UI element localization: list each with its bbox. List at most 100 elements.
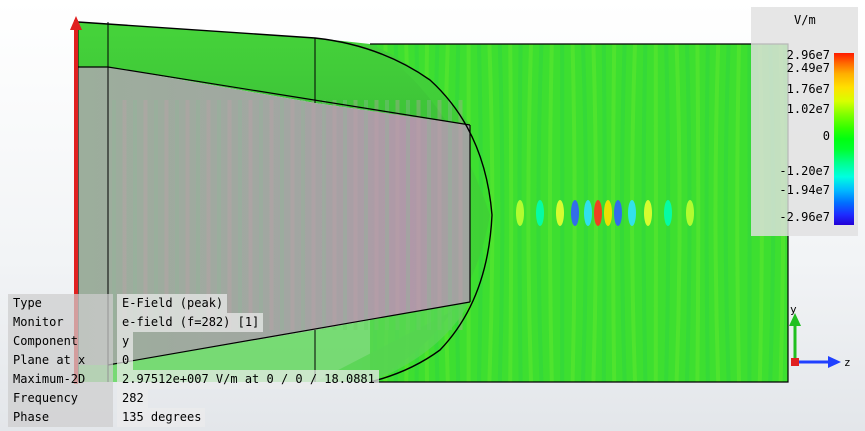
- field-hotspot: [614, 200, 622, 226]
- cavity-stripe: [343, 100, 347, 330]
- field-hotspot: [556, 200, 564, 226]
- horn-upper-wall: [78, 22, 470, 125]
- field-hotspot: [628, 200, 636, 226]
- cavity-stripe: [322, 100, 326, 330]
- axis-y-label: y: [790, 303, 797, 316]
- info-value: 135 degrees: [117, 408, 206, 427]
- cavity-stripe: [154, 100, 158, 330]
- field-hotspot: [686, 200, 694, 226]
- info-value: 282: [117, 389, 148, 408]
- legend-label: 0: [822, 129, 830, 143]
- info-key: Monitor: [8, 313, 113, 332]
- cavity-stripe: [185, 100, 190, 330]
- axis-z-label: z: [844, 356, 851, 369]
- cavity-stripe: [385, 100, 389, 330]
- info-key: Maximum-2D: [8, 370, 113, 389]
- horn-lower-wall: [78, 302, 470, 382]
- field-stripe: [547, 43, 554, 383]
- cavity-stripe: [364, 100, 368, 330]
- field-hotspot: [594, 200, 602, 226]
- cavity-stripe: [143, 100, 148, 330]
- cavity-stripe: [196, 100, 200, 330]
- port-arrow-icon: [70, 16, 82, 30]
- cavity-stripe: [437, 100, 442, 330]
- horn-outline: [77, 21, 493, 383]
- field-stripe: [723, 43, 731, 383]
- cavity-stripe: [238, 100, 242, 330]
- cavity-stripe: [227, 100, 232, 330]
- info-row-frequency: Frequency 282: [8, 389, 400, 408]
- cavity-stripe: [133, 100, 137, 330]
- axis-origin: [791, 358, 799, 366]
- info-key: Frequency: [8, 389, 113, 408]
- info-row-type: Type E-Field (peak): [8, 294, 400, 313]
- cavity-stripe: [259, 100, 263, 330]
- horn-cavity-stripes: [112, 100, 463, 330]
- cavity-stripe: [164, 100, 169, 330]
- info-value: y: [117, 332, 134, 351]
- field-stripe: [674, 43, 682, 383]
- info-key: Phase: [8, 408, 113, 427]
- horn-outline: [107, 66, 471, 126]
- field-stripe: [526, 43, 533, 383]
- cavity-stripe: [353, 100, 358, 330]
- field-info-panel: Type E-Field (peak) Monitor e-field (f=2…: [8, 294, 400, 431]
- field-hotspot: [604, 200, 612, 226]
- field-stripe: [695, 43, 701, 383]
- info-row-plane: Plane at x 0: [8, 351, 400, 370]
- cavity-stripe: [122, 100, 127, 330]
- cavity-stripe: [280, 100, 284, 330]
- cavity-stripe: [269, 100, 274, 330]
- cavity-stripe: [175, 100, 179, 330]
- horn-outline: [107, 301, 471, 366]
- horn-antenna: [77, 21, 493, 383]
- axis-y-arrow-icon: [789, 313, 801, 326]
- cavity-stripe: [332, 100, 337, 330]
- field-hotspot: [584, 200, 592, 226]
- field-stripe: [735, 43, 741, 383]
- cavity-stripe: [395, 100, 400, 330]
- field-hotspot: [644, 200, 652, 226]
- field-stripe: [611, 43, 617, 383]
- info-row-component: Component y: [8, 332, 400, 351]
- field-stripe: [704, 43, 710, 383]
- info-row-maximum: Maximum-2D 2.97512e+007 V/m at 0 / 0 / 1…: [8, 370, 400, 389]
- field-hotspot: [664, 200, 672, 226]
- info-row-phase: Phase 135 degrees: [8, 408, 400, 427]
- legend-unit: V/m: [794, 13, 816, 27]
- info-value: E-Field (peak): [117, 294, 228, 313]
- waveguide-port[interactable]: [74, 20, 78, 384]
- cavity-stripe: [406, 100, 410, 330]
- info-key: Component: [8, 332, 113, 351]
- legend-label: 1.02e7: [786, 102, 830, 116]
- legend-label: -1.20e7: [779, 164, 830, 178]
- legend-label: -1.94e7: [779, 183, 830, 197]
- field-hotspot: [571, 200, 579, 226]
- horn-inner-cavity: [78, 67, 470, 365]
- info-value: 0: [117, 351, 134, 370]
- legend-color-bar: [834, 53, 854, 225]
- legend-label: 1.76e7: [786, 82, 830, 96]
- cavity-stripe: [206, 100, 211, 330]
- info-value: e-field (f=282) [1]: [117, 313, 264, 332]
- info-row-monitor: Monitor e-field (f=282) [1]: [8, 313, 400, 332]
- cavity-stripe: [374, 100, 379, 330]
- field-hotspot: [536, 200, 544, 226]
- cavity-stripe: [301, 100, 305, 330]
- field-stripe: [713, 43, 721, 383]
- legend-label: 2.96e7: [786, 48, 830, 62]
- legend-label: -2.96e7: [779, 210, 830, 224]
- cavity-stripe: [458, 100, 463, 330]
- field-stripe: [497, 43, 505, 383]
- cavity-stripe: [448, 100, 452, 330]
- info-key: Type: [8, 294, 113, 313]
- cavity-stripe: [311, 100, 316, 330]
- color-legend: V/m 2.96e7 2.49e7 1.76e7 1.02e7 0 -1.20e…: [751, 7, 858, 236]
- info-value: 2.97512e+007 V/m at 0 / 0 / 18.0881: [117, 370, 379, 389]
- cavity-stripe: [290, 100, 295, 330]
- cavity-stripe: [248, 100, 253, 330]
- cavity-stripe: [427, 100, 431, 330]
- cavity-stripe: [112, 100, 116, 330]
- axis-z-arrow-icon: [828, 356, 841, 368]
